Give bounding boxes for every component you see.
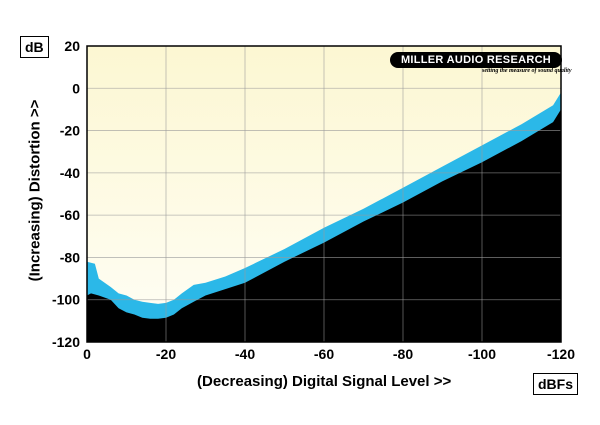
x-tick-label: -120 [547,346,575,362]
y-tick-labels: 20 0 -20 -40 -60 -80 -100 -120 [52,38,80,350]
x-tick-label: -40 [235,346,255,362]
y-tick-label: 20 [64,38,80,54]
plot-frame [86,45,562,343]
x-axis-title: (Decreasing) Digital Signal Level >> [197,373,452,390]
y-tick-label: 0 [72,80,80,96]
miller-audio-research-logo: MILLER AUDIO RESEARCH setting the measur… [390,52,572,78]
y-tick-label: -80 [60,249,80,265]
logo-wordmark: MILLER AUDIO RESEARCH [390,52,562,68]
x-tick-label: 0 [83,346,91,362]
data-layer [87,92,561,343]
y-tick-label: -100 [52,292,80,308]
grid-lines [87,46,561,342]
x-tick-labels: 0 -20 -40 -60 -80 -100 -120 [83,346,575,362]
x-tick-label: -60 [314,346,334,362]
y-tick-label: -40 [60,165,80,181]
y-tick-label: -60 [60,207,80,223]
x-unit-label: dBFs [533,373,578,395]
y-tick-label: -120 [52,334,80,350]
y-axis-title: (Increasing) Distortion >> [26,99,44,282]
logo-tagline: setting the measure of sound quality [482,68,572,74]
y-tick-label: -20 [60,123,80,139]
x-tick-label: -80 [393,346,413,362]
x-tick-label: -20 [156,346,176,362]
distortion-floor-lower [87,109,561,343]
y-unit-label: dB [20,36,49,58]
x-tick-label: -100 [468,346,496,362]
